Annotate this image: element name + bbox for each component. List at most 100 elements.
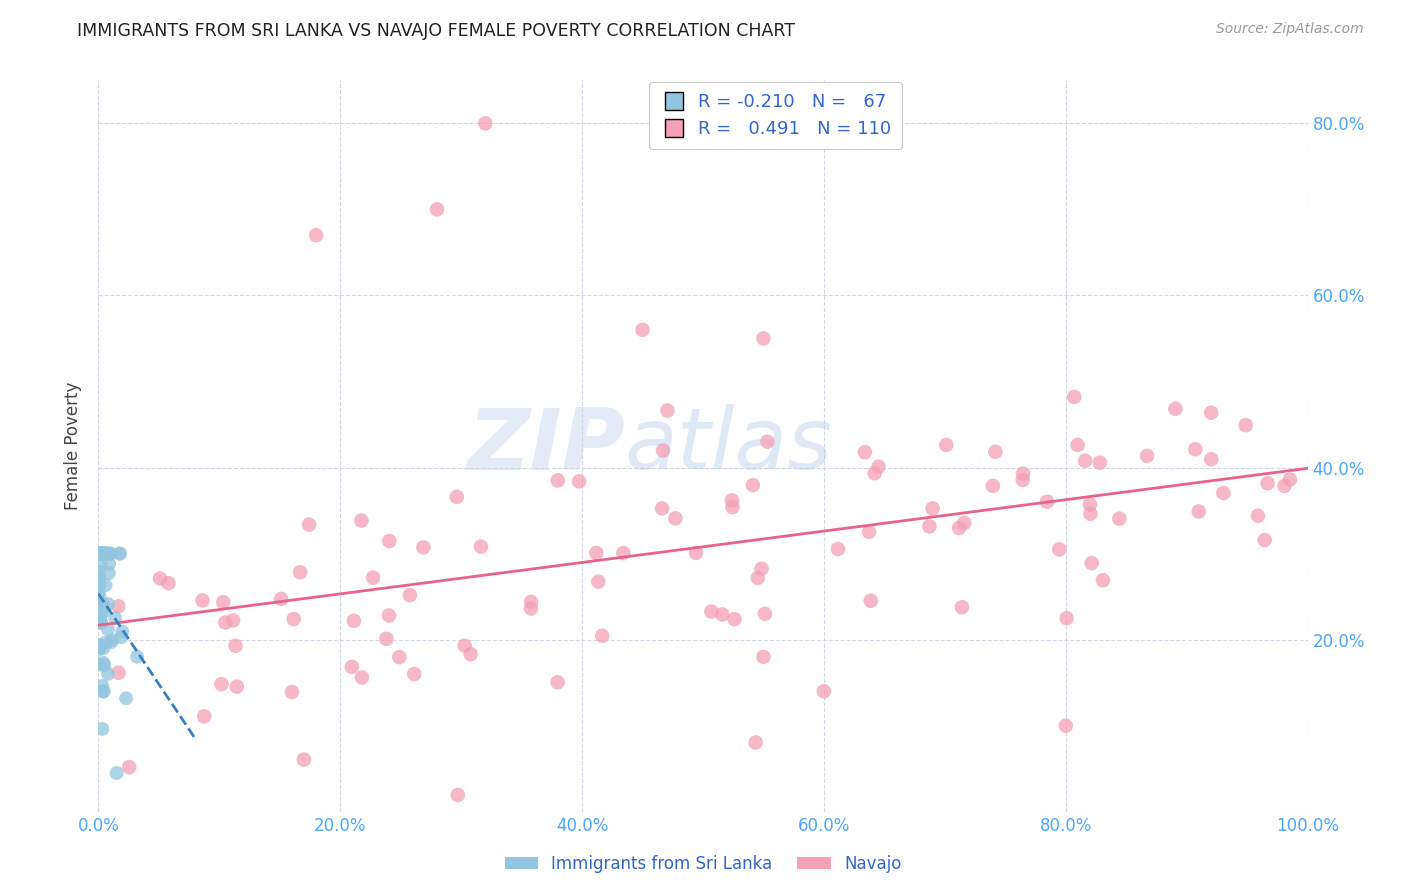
Point <box>756 434 779 449</box>
Point <box>453 639 475 653</box>
Point <box>94 635 117 649</box>
Point <box>723 612 745 626</box>
Point <box>118 760 141 774</box>
Point <box>1108 511 1130 525</box>
Point <box>1011 473 1033 487</box>
Point <box>378 534 401 549</box>
Point <box>93 547 115 561</box>
Point <box>935 438 957 452</box>
Point <box>752 649 775 664</box>
Point <box>108 547 131 561</box>
Point <box>89 638 111 652</box>
Point <box>191 593 214 607</box>
Point <box>98 557 121 571</box>
Point <box>107 665 129 680</box>
Legend: Immigrants from Sri Lanka, Navajo: Immigrants from Sri Lanka, Navajo <box>498 848 908 880</box>
Point <box>361 571 384 585</box>
Point <box>1036 494 1059 508</box>
Point <box>93 684 115 698</box>
Point <box>298 517 321 532</box>
Point <box>91 601 114 615</box>
Point <box>446 490 468 504</box>
Point <box>87 642 110 657</box>
Point <box>948 521 970 535</box>
Point <box>270 591 292 606</box>
Point <box>399 588 422 602</box>
Point <box>149 572 172 586</box>
Point <box>1056 611 1078 625</box>
Point <box>87 640 110 654</box>
Point <box>1063 390 1085 404</box>
Point <box>87 565 110 579</box>
Point <box>281 685 304 699</box>
Point <box>90 547 112 561</box>
Point <box>568 475 591 489</box>
Point <box>94 547 117 561</box>
Point <box>1054 719 1077 733</box>
Point <box>1188 504 1211 518</box>
Point <box>744 735 766 749</box>
Point <box>685 546 707 560</box>
Point <box>90 598 112 612</box>
Point <box>984 445 1007 459</box>
Point <box>90 547 112 561</box>
Point <box>91 547 114 561</box>
Point <box>1080 556 1102 570</box>
Point <box>93 547 115 561</box>
Point <box>404 667 426 681</box>
Point <box>87 547 110 561</box>
Point <box>827 541 849 556</box>
Point <box>721 493 744 508</box>
Point <box>588 574 610 589</box>
Point <box>93 640 115 655</box>
Point <box>1088 456 1111 470</box>
Point <box>547 675 569 690</box>
Point <box>813 684 835 698</box>
Point <box>94 578 117 592</box>
Point <box>1047 542 1070 557</box>
Point <box>93 658 115 673</box>
Point <box>747 571 769 585</box>
Legend: R = -0.210   N =   67, R =   0.491   N = 110: R = -0.210 N = 67, R = 0.491 N = 110 <box>650 82 901 149</box>
Point <box>97 566 120 581</box>
Point <box>1253 533 1275 547</box>
Point <box>426 202 449 217</box>
Point <box>105 766 128 780</box>
Point <box>91 684 114 698</box>
Y-axis label: Female Poverty: Female Poverty <box>65 382 83 510</box>
Text: Source: ZipAtlas.com: Source: ZipAtlas.com <box>1216 22 1364 37</box>
Point <box>89 590 111 604</box>
Point <box>108 547 131 561</box>
Point <box>1247 508 1270 523</box>
Point <box>225 639 247 653</box>
Point <box>115 691 138 706</box>
Point <box>1136 449 1159 463</box>
Text: atlas: atlas <box>624 404 832 488</box>
Point <box>89 639 111 653</box>
Text: ZIP: ZIP <box>467 404 624 488</box>
Point <box>1234 418 1257 433</box>
Point <box>107 599 129 614</box>
Point <box>89 547 111 561</box>
Point <box>859 594 882 608</box>
Point <box>97 623 120 637</box>
Point <box>1199 406 1222 420</box>
Point <box>97 597 120 611</box>
Point <box>100 547 122 561</box>
Point <box>193 709 215 723</box>
Point <box>1066 438 1088 452</box>
Point <box>89 611 111 625</box>
Point <box>222 614 245 628</box>
Point <box>918 519 941 533</box>
Point <box>1278 473 1301 487</box>
Point <box>225 680 247 694</box>
Point <box>87 585 110 599</box>
Point <box>585 546 607 560</box>
Point <box>100 635 122 649</box>
Point <box>292 753 315 767</box>
Point <box>721 500 744 515</box>
Point <box>1184 442 1206 457</box>
Point <box>751 562 773 576</box>
Point <box>460 647 482 661</box>
Point <box>1074 454 1097 468</box>
